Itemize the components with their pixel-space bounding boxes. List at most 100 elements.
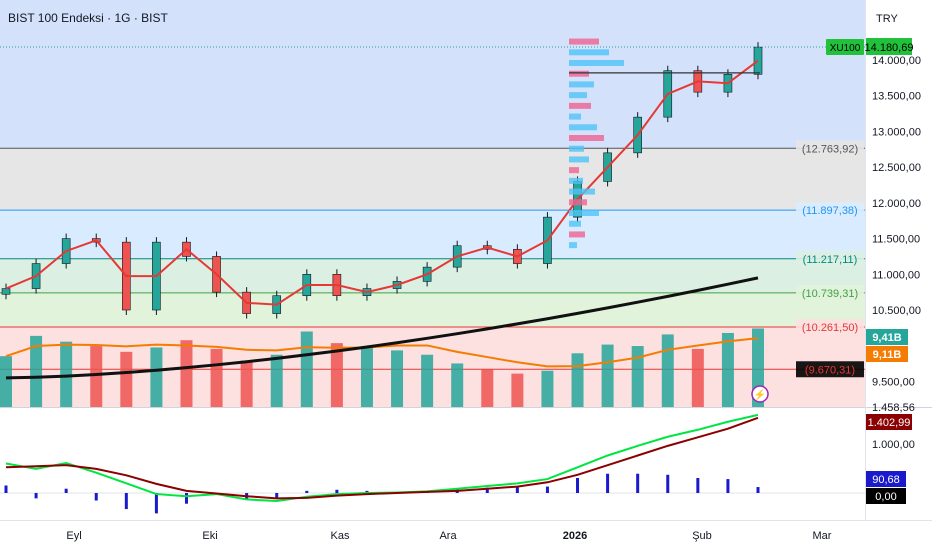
volume-bar [0,356,12,407]
macd-signal-badge-box [866,414,912,430]
macd-histogram-bar [666,474,670,493]
volume-profile-bar [569,231,585,238]
macd-top-cut-label: 1.458,56 [872,402,915,414]
volume-profile-bar [569,124,597,131]
macd-histogram-bar [64,488,68,493]
last-price-label: 14.180,69 [865,42,914,54]
macd-histogram-bar [275,493,279,499]
macd-hist-badge-box [866,471,906,487]
level-zone [0,210,865,259]
volume-bar [120,351,133,407]
volume-bar [421,354,434,407]
flash-icon-glyph: ⚡ [754,388,766,401]
level-label-bg [796,319,864,336]
flash-icon[interactable] [751,385,769,403]
time-tick: Ara [439,530,457,542]
volume-profile-bar [569,102,591,109]
macd-histogram-bar [4,485,8,493]
volume-bar [150,347,163,407]
volume-ma-line [5,337,759,368]
level-label: (12.763,92) [802,143,858,155]
volume-bar [721,332,734,407]
volume-bar [481,369,494,407]
price-tick: 12.000,00 [872,198,921,210]
volume-profile-bar [569,49,609,56]
ma-fast-line [5,59,759,306]
macd-tick-1000: 1.000,00 [872,439,915,451]
volume-badge-1: 9,41B [872,332,901,344]
macd-line [5,413,759,503]
volume-profile [569,38,760,249]
volume-bar [210,348,223,407]
volume-profile-bar [569,70,589,77]
macd-histogram-bar [515,486,519,493]
time-tick: Eyl [66,530,81,542]
level-label: (9.670,31) [805,364,855,376]
level-label-bg [796,361,864,378]
macd-signal-badge: 1.402,99 [868,417,911,429]
macd-pane [0,413,865,514]
volume-bar [391,350,404,407]
macd-histogram-bar [34,493,38,499]
level-label: (10.739,31) [802,288,858,300]
level-labels: (12.763,92) (11.897,38) (11.217,11) (10.739… [796,140,864,378]
symbol-tag: XU100 [830,43,861,54]
volume-profile-bar [569,92,587,99]
macd-zero-badge-box [866,488,906,504]
macd-hist-badge: 90,68 [872,474,900,486]
volume-profile-bar [569,135,604,141]
price-tick: 12.500,00 [872,162,921,174]
ma-slow-line [5,276,759,380]
candle [1,288,11,295]
volume-profile-bar [569,220,581,227]
level-zone [0,0,865,149]
volume-profile-bar [569,210,599,216]
volume-bar [300,331,313,407]
volume-profile-bar [569,242,577,249]
level-label-bg [796,284,864,301]
macd-histogram-bar [636,473,640,493]
volume-bar [330,343,343,407]
volume-bar [601,344,614,407]
macd-histogram-bar [124,493,128,510]
macd-histogram-bar [365,490,369,493]
currency-label[interactable]: TRY [876,13,898,25]
volume-profile-bar [569,113,581,120]
macd-histogram-bar [305,490,309,493]
level-label: (11.217,11) [803,254,858,266]
volume-bar [691,348,704,407]
price-tick: 13.500,00 [872,91,921,103]
macd-histogram-bar [485,487,489,493]
level-label-bg [796,250,864,267]
symbol-tag-box [826,39,864,55]
macd-histogram-bar [576,478,580,493]
volume-bar [90,346,103,407]
price-tick: 14.000,00 [872,55,921,67]
volume-bar [60,341,73,407]
macd-histogram-bar [335,489,339,493]
last-price-box [866,38,912,55]
volume-bar [240,360,253,407]
macd-histogram-bar [696,478,700,493]
time-axis[interactable]: Eyl Eki Kas Ara 2026 Şub Mar [66,530,831,542]
time-tick: Mar [813,530,832,542]
price-axis[interactable]: 14.000,00 13.500,00 13.000,00 12.500,00 12.0… [872,55,921,388]
macd-histogram-bar [726,479,730,493]
volume-bar [30,335,43,407]
volume-bar [451,363,464,407]
price-tick: 11.500,00 [872,234,920,246]
volume-badge-box [866,329,908,345]
level-zone [0,148,865,211]
volume-bar [631,346,644,407]
volume-profile-bar [569,145,584,152]
macd-zero-badge: 0,00 [875,491,896,503]
level-zone [0,292,865,328]
chart-title: BIST 100 Endeksi · 1G · BIST [8,11,169,25]
volume-bar [360,347,373,407]
price-tick: 11.000,00 [872,269,920,281]
volume-bar [541,370,554,407]
level-label-bg [796,202,864,219]
volume-bar [180,340,193,407]
